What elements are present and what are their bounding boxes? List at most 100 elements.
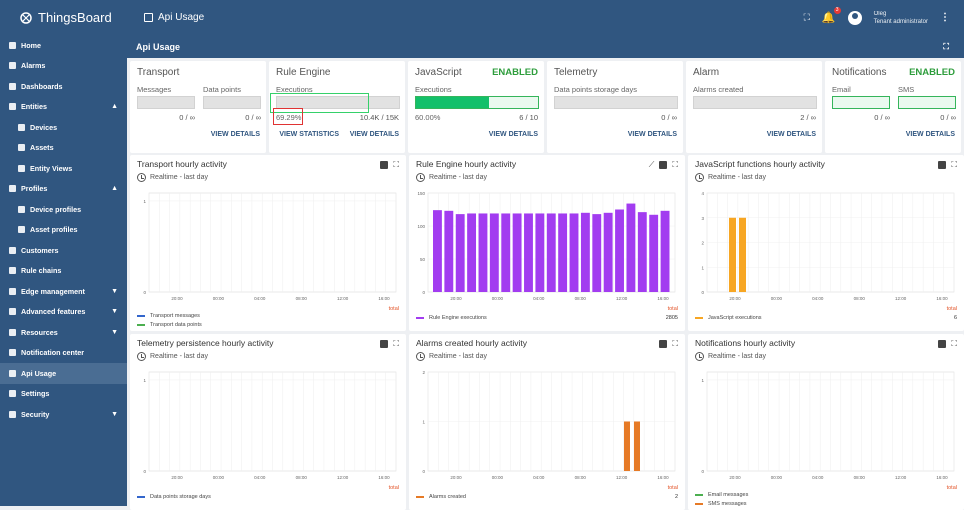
telemetry-bar	[554, 96, 678, 109]
fullscreen-icon[interactable]: ⛶	[951, 160, 957, 169]
legend-item[interactable]: Transport data points	[137, 322, 202, 328]
chart-bar[interactable]	[580, 212, 590, 292]
chart-type-icon[interactable]	[380, 161, 389, 169]
legend-item[interactable]: Alarms created	[416, 494, 466, 500]
chart-bar[interactable]	[535, 213, 545, 292]
chart-type-icon[interactable]	[938, 161, 947, 169]
chart-type-icon[interactable]	[659, 161, 668, 169]
chevron-down-icon[interactable]: ▼	[111, 410, 118, 418]
sidebar-item-notification-center[interactable]: Notification center	[0, 343, 127, 364]
chart-bar[interactable]	[524, 213, 533, 292]
legend-item[interactable]: SMS messages	[695, 501, 748, 507]
sidebar-item-device-profiles[interactable]: Device profiles	[0, 199, 127, 220]
chart-bar[interactable]	[467, 213, 477, 292]
sidebar-item-entities[interactable]: Entities ▲	[0, 97, 127, 118]
y-tick-label: 50	[420, 257, 426, 262]
sidebar-item-settings[interactable]: Settings	[0, 384, 127, 405]
notification-bell-icon[interactable]: 🔔 3	[822, 7, 841, 24]
chevron-down-icon[interactable]: ▼	[111, 308, 118, 316]
sidebar-item-home[interactable]: Home	[0, 35, 127, 56]
chart-type-icon[interactable]	[659, 340, 668, 348]
chart-bar[interactable]	[455, 214, 465, 292]
chevron-up-icon[interactable]: ▲	[111, 185, 118, 193]
timewindow-label: Realtime - last day	[429, 353, 487, 360]
legend-item[interactable]: Data points storage days	[137, 494, 211, 500]
chart-bar[interactable]	[637, 212, 647, 292]
section-fullscreen-icon[interactable]: ⛶	[943, 41, 949, 51]
sidebar-item-api-usage[interactable]: Api Usage	[0, 363, 127, 384]
chart-bar[interactable]	[444, 210, 454, 292]
chevron-up-icon[interactable]: ▲	[111, 103, 118, 111]
sidebar-item-asset-profiles[interactable]: Asset profiles	[0, 220, 127, 241]
chart-bar[interactable]	[660, 210, 670, 292]
sidebar-item-security[interactable]: Security ▼	[0, 404, 127, 425]
user-avatar[interactable]	[847, 10, 862, 25]
fullscreen-icon[interactable]: ⛶	[393, 339, 399, 348]
legend-item[interactable]: Rule Engine executions	[416, 315, 487, 321]
chart-bar[interactable]	[739, 217, 746, 292]
legend-swatch	[137, 315, 145, 317]
sidebar-item-alarms[interactable]: Alarms	[0, 56, 127, 77]
chevron-down-icon[interactable]: ▼	[111, 287, 118, 295]
chart-bar[interactable]	[569, 213, 579, 292]
chart-bar[interactable]	[501, 213, 511, 292]
sidebar-item-devices[interactable]: Devices	[0, 117, 127, 138]
chart-bar[interactable]	[634, 421, 640, 472]
chart-bar[interactable]	[546, 213, 556, 292]
chart-bar[interactable]	[512, 213, 522, 292]
sidebar-item-rule-chains[interactable]: Rule chains	[0, 261, 127, 282]
sidebar-item-label: Asset profiles	[30, 225, 78, 235]
legend-item[interactable]: Email messages	[695, 492, 748, 498]
alarm-view-details[interactable]: VIEW DETAILS	[766, 131, 816, 138]
chart-type-icon[interactable]	[380, 340, 389, 348]
rule-engine-view-statistics[interactable]: VIEW STATISTICS	[279, 131, 339, 138]
chart-bar[interactable]	[558, 213, 568, 292]
chart-bar[interactable]	[626, 203, 636, 292]
fullscreen-icon[interactable]: ⛶	[672, 160, 678, 169]
legend-item[interactable]: Transport messages	[137, 313, 202, 319]
sidebar-item-entity-views[interactable]: Entity Views	[0, 158, 127, 179]
chart-bar[interactable]	[489, 213, 499, 292]
sidebar-item-advanced-features[interactable]: Advanced features ▼	[0, 302, 127, 323]
timewindow[interactable]: Realtime - last day	[695, 173, 766, 182]
timewindow[interactable]: Realtime - last day	[137, 352, 208, 361]
chevron-down-icon[interactable]: ▼	[111, 328, 118, 336]
chart-bar[interactable]	[615, 209, 624, 293]
fullscreen-icon[interactable]: ⛶	[672, 339, 678, 348]
fullscreen-icon[interactable]: ⛶	[803, 12, 810, 22]
more-menu-icon[interactable]: ⋮	[940, 12, 950, 23]
sidebar-item-profiles[interactable]: Profiles ▲	[0, 179, 127, 200]
transport-view-details[interactable]: VIEW DETAILS	[210, 131, 260, 138]
javascript-title: JavaScript	[415, 67, 462, 78]
app-logo[interactable]: ThingsBoard	[0, 10, 127, 25]
entity-views-icon	[18, 164, 25, 172]
chart-bar[interactable]	[649, 214, 659, 292]
sidebar-item-customers[interactable]: Customers	[0, 240, 127, 261]
fullscreen-icon[interactable]: ⛶	[393, 160, 399, 169]
telemetry-view-details[interactable]: VIEW DETAILS	[627, 131, 677, 138]
rule-engine-view-details[interactable]: VIEW DETAILS	[349, 131, 399, 138]
chart-bar[interactable]	[729, 217, 736, 292]
timewindow[interactable]: Realtime - last day	[416, 352, 487, 361]
transport-messages-bar	[137, 96, 195, 109]
sidebar-item-assets[interactable]: Assets	[0, 138, 127, 159]
javascript-view-details[interactable]: VIEW DETAILS	[488, 131, 538, 138]
timewindow[interactable]: Realtime - last day	[695, 352, 766, 361]
notifications-view-details[interactable]: VIEW DETAILS	[905, 131, 955, 138]
chart-bar[interactable]	[603, 212, 613, 292]
chart-type-icon[interactable]	[938, 340, 947, 348]
sidebar-item-resources[interactable]: Resources ▼	[0, 322, 127, 343]
fullscreen-icon[interactable]: ⛶	[951, 339, 957, 348]
timewindow[interactable]: Realtime - last day	[416, 173, 487, 182]
chart-bar[interactable]	[478, 213, 488, 292]
chart-bar[interactable]	[624, 421, 630, 472]
user-info[interactable]: Oleg Tenant administrator	[874, 10, 928, 26]
sidebar-item-edge-management[interactable]: Edge management ▼	[0, 281, 127, 302]
legend-item[interactable]: JavaScript executions	[695, 315, 762, 321]
timewindow[interactable]: Realtime - last day	[137, 173, 208, 182]
chart-bar[interactable]	[592, 214, 602, 292]
dashboards-icon	[9, 82, 16, 90]
line-chart-icon[interactable]: ⟋	[648, 160, 655, 169]
chart-bar[interactable]	[433, 210, 442, 292]
sidebar-item-dashboards[interactable]: Dashboards	[0, 76, 127, 97]
